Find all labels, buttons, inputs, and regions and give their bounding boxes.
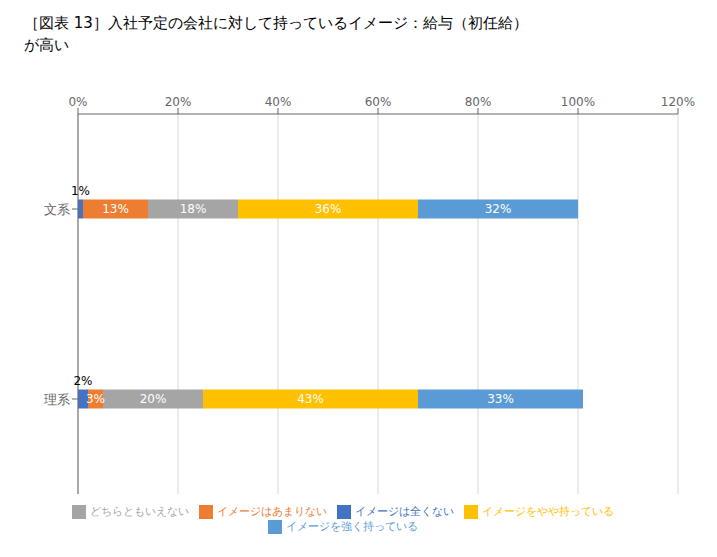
svg-text:80%: 80% <box>465 95 492 109</box>
html-text:イメージを強く持っている: イメージを強く持っている <box>286 520 418 533</box>
svg-text:33%: 33% <box>487 392 514 406</box>
html-text:どちらともいえない: どちらともいえない <box>90 505 189 518</box>
svg-text:20%: 20% <box>165 95 192 109</box>
svg-text:2%: 2% <box>73 374 92 388</box>
svg-text:32%: 32% <box>485 202 512 216</box>
svg-text:1%: 1% <box>71 184 90 198</box>
svg-text:3%: 3% <box>86 392 105 406</box>
html-text:イメージをやや持っている: イメージをやや持っている <box>482 505 614 518</box>
svg-text:0%: 0% <box>68 95 87 109</box>
html-text:［図表 13］入社予定の会社に対して持っているイメージ：給与: ［図表 13］入社予定の会社に対して持っているイメージ：給与（初任給） <box>24 14 528 32</box>
svg-text:18%: 18% <box>180 202 207 216</box>
svg-text:120%: 120% <box>661 95 695 109</box>
svg-text:60%: 60% <box>365 95 392 109</box>
html-text:イメージはあまりない: イメージはあまりない <box>217 505 327 518</box>
svg-text:20%: 20% <box>140 392 167 406</box>
svg-text:100%: 100% <box>561 95 595 109</box>
svg-text:36%: 36% <box>315 202 342 216</box>
svg-text:43%: 43% <box>297 392 324 406</box>
svg-text:文系: 文系 <box>44 202 70 217</box>
svg-text:13%: 13% <box>102 202 129 216</box>
html-text:が高い: が高い <box>24 36 69 54</box>
svg-text:理系: 理系 <box>44 392 70 407</box>
svg-text:40%: 40% <box>265 95 292 109</box>
html-text:イメージは全くない: イメージは全くない <box>355 505 454 518</box>
